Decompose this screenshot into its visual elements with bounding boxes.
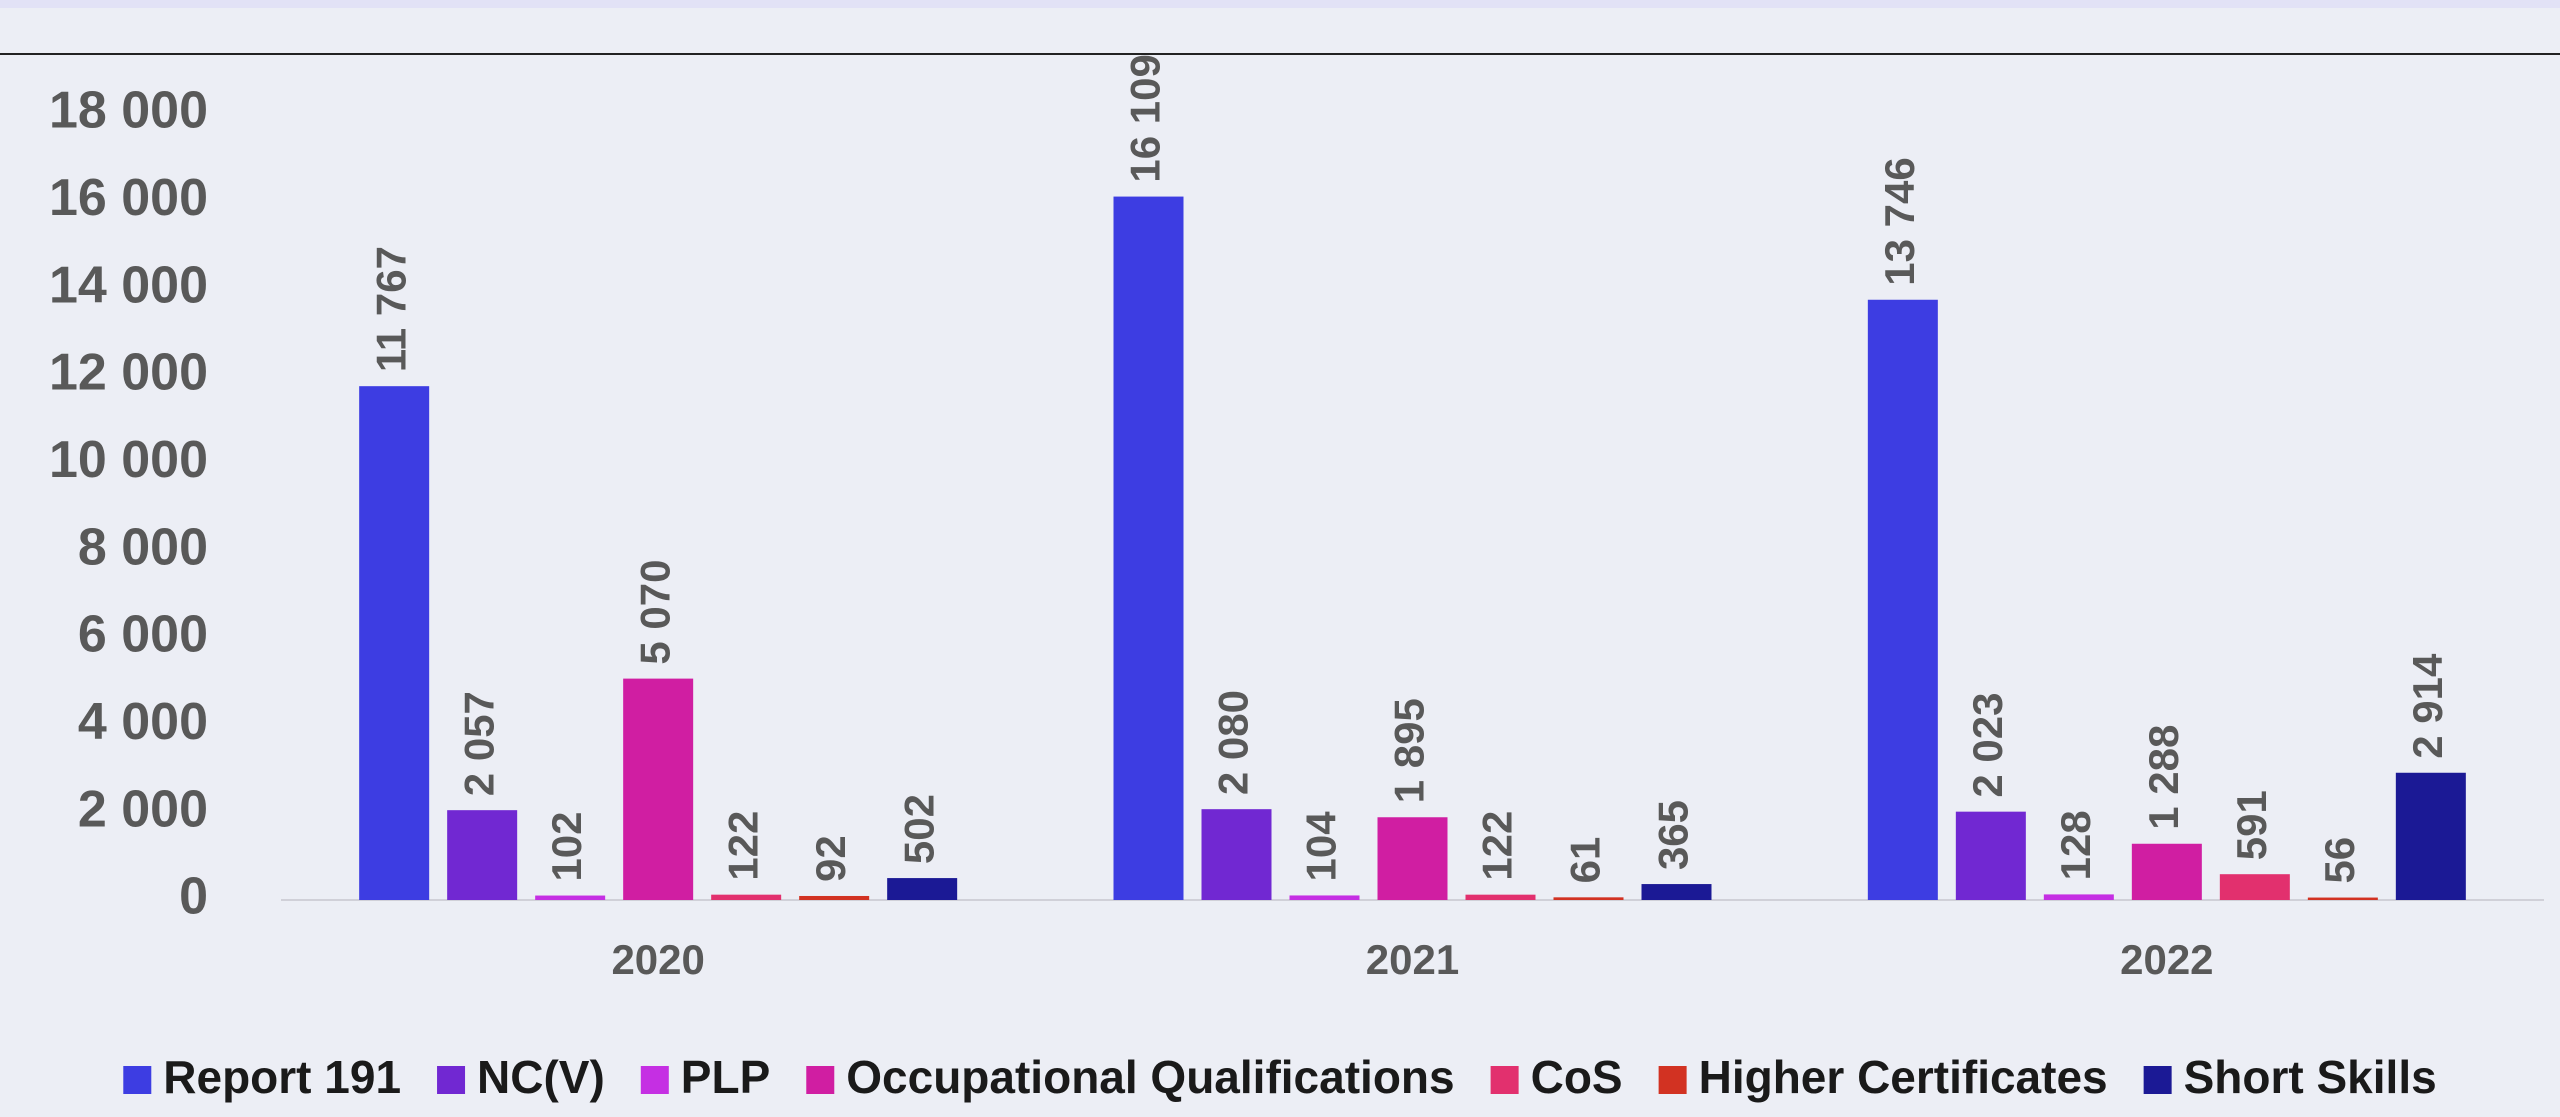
- bar: [711, 894, 782, 900]
- data-label: 16 109: [1122, 54, 1169, 182]
- data-label: 104: [1298, 811, 1345, 882]
- legend-swatch: [1658, 1066, 1687, 1094]
- bar: [1377, 817, 1448, 900]
- data-label: 1 895: [1386, 698, 1433, 803]
- y-tick-label: 8 000: [78, 518, 208, 576]
- legend-label: PLP: [681, 1051, 770, 1103]
- data-label: 56: [2316, 837, 2363, 884]
- bar: [799, 895, 870, 900]
- bar: [1113, 196, 1184, 900]
- bar: [359, 386, 430, 901]
- y-tick-label: 12 000: [49, 344, 208, 402]
- bar: [2043, 894, 2114, 900]
- legend-swatch: [437, 1066, 466, 1094]
- bar: [1553, 897, 1624, 900]
- legend-label: NC(V): [477, 1051, 605, 1103]
- y-tick-label: 2 000: [78, 780, 208, 838]
- bar: [887, 878, 958, 900]
- legend-swatch: [1490, 1066, 1519, 1094]
- legend-swatch: [123, 1066, 152, 1094]
- y-tick-label: 16 000: [49, 169, 208, 227]
- bar: [623, 678, 694, 900]
- bar: [1641, 884, 1712, 900]
- bar: [2219, 874, 2290, 900]
- y-tick-label: 6 000: [78, 606, 208, 664]
- data-label: 13 746: [1876, 157, 1923, 285]
- data-label: 92: [807, 835, 854, 882]
- data-label: 128: [2052, 810, 2099, 880]
- data-label: 2 914: [2404, 653, 2451, 759]
- data-label: 11 767: [367, 246, 414, 372]
- legend-label: Occupational Qualifications: [846, 1051, 1454, 1103]
- bar: [1955, 811, 2026, 900]
- data-label: 591: [2228, 790, 2275, 860]
- bar: [447, 810, 518, 900]
- bar: [535, 895, 606, 900]
- y-tick-label: 10 000: [49, 431, 208, 489]
- data-label: 2 057: [455, 691, 502, 796]
- bar: [2395, 772, 2466, 900]
- legend-swatch: [640, 1066, 669, 1094]
- x-tick-label: 2022: [2120, 936, 2213, 983]
- y-tick-label: 0: [179, 868, 208, 926]
- data-label: 365: [1650, 800, 1697, 870]
- bar: [1289, 895, 1360, 900]
- data-label: 2 023: [1964, 693, 2011, 798]
- legend-label: Short Skills: [2184, 1051, 2437, 1103]
- data-label: 122: [1474, 811, 1521, 881]
- data-label: 122: [719, 811, 766, 881]
- legend-label: CoS: [1531, 1051, 1623, 1103]
- legend-swatch: [806, 1066, 835, 1094]
- bar: [1201, 809, 1272, 900]
- legend-label: Higher Certificates: [1699, 1051, 2108, 1103]
- data-label: 2 080: [1210, 690, 1257, 795]
- data-label: 102: [543, 811, 590, 881]
- legend-label: Report 191: [163, 1051, 401, 1103]
- x-tick-label: 2020: [611, 936, 704, 983]
- x-tick-label: 2021: [1366, 936, 1459, 983]
- y-tick-label: 4 000: [78, 693, 208, 751]
- bar: [2131, 843, 2202, 900]
- bar: [2307, 897, 2378, 900]
- y-tick-label: 14 000: [49, 256, 208, 314]
- data-label: 1 288: [2140, 725, 2187, 830]
- bar: [1465, 894, 1536, 900]
- legend-swatch: [2143, 1066, 2172, 1094]
- bar: [1867, 299, 1938, 900]
- data-label: 5 070: [631, 560, 678, 665]
- y-tick-label: 18 000: [49, 82, 208, 140]
- data-label: 502: [895, 794, 942, 864]
- top-band: [0, 0, 2560, 8]
- data-label: 61: [1562, 837, 1609, 884]
